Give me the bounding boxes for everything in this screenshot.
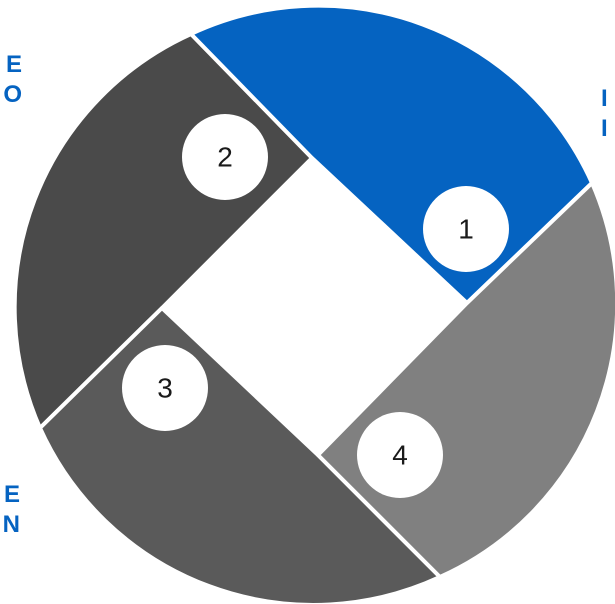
side-text-bottom-left-line-1: E — [3, 481, 20, 508]
badge-2-circle — [182, 114, 268, 200]
badge-2: 2 — [182, 114, 268, 200]
badge-3-circle — [122, 345, 208, 431]
side-text-top-left: E O — [0, 50, 22, 110]
badge-2-label: 2 — [217, 142, 233, 173]
badge-1-circle — [423, 186, 509, 272]
side-text-top-left-line-2: O — [3, 81, 22, 108]
side-text-bottom-left-line-2: N — [2, 511, 20, 538]
badge-1-label: 1 — [458, 214, 474, 245]
side-text-top-right: I I — [601, 84, 608, 144]
badge-4: 4 — [357, 412, 443, 498]
side-text-top-left-line-1: E — [5, 51, 22, 78]
side-text-top-right-line-1: I — [601, 85, 608, 112]
badge-3: 3 — [122, 345, 208, 431]
side-text-top-right-line-2: I — [601, 115, 608, 142]
badge-4-circle — [357, 412, 443, 498]
badge-3-label: 3 — [157, 373, 173, 404]
side-text-bottom-left: E N — [0, 480, 20, 540]
badge-4-label: 4 — [392, 440, 408, 471]
badge-1: 1 — [423, 186, 509, 272]
